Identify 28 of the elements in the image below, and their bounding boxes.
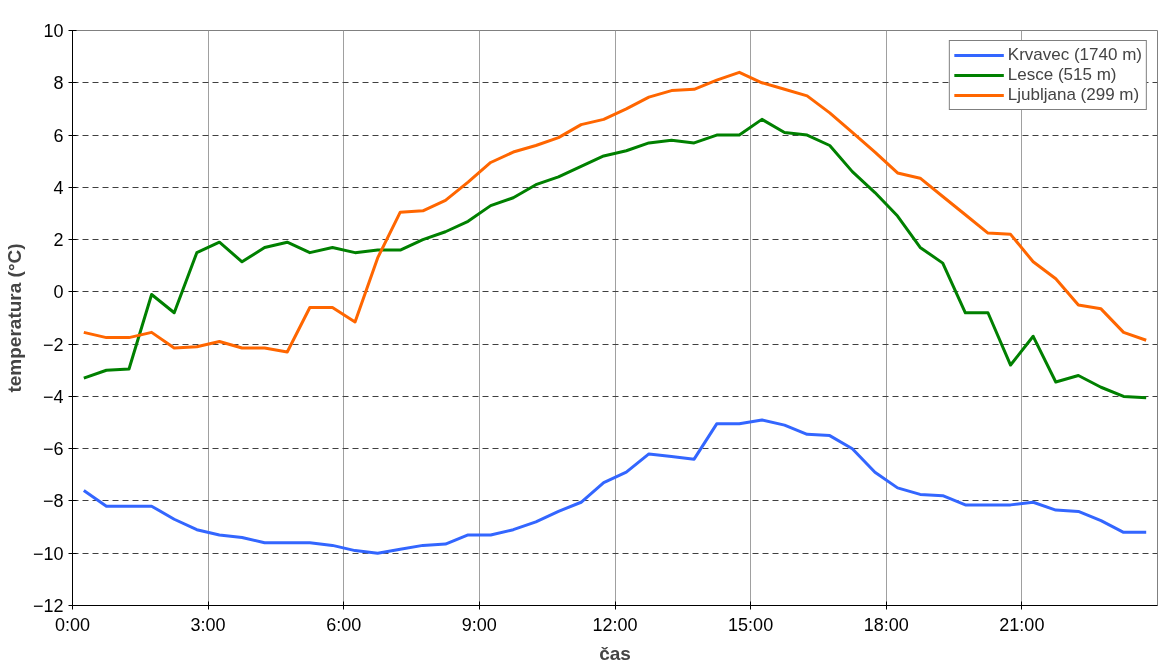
x-tick-label: 6:00 (326, 614, 362, 635)
y-tick-label: −6 (42, 439, 64, 460)
y-tick-label: 2 (53, 230, 64, 251)
y-tick-label: 10 (43, 21, 64, 41)
line-series (82, 117, 1148, 400)
y-tick-label: 8 (53, 73, 64, 94)
legend-label: Lesce (515 m) (1007, 65, 1117, 85)
y-tick-label: 0 (53, 282, 64, 303)
y-tick-label: −10 (32, 543, 64, 564)
legend-label: Ljubljana (299 m) (1007, 85, 1140, 105)
x-axis-title: čas (599, 642, 631, 664)
line-series (82, 418, 1148, 555)
legend-label: Krvavec (1740 m) (1007, 45, 1142, 65)
y-tick-label: −4 (42, 386, 64, 407)
y-tick-label: 6 (53, 125, 64, 146)
x-tick-label: 3:00 (190, 614, 226, 635)
x-tick-label: 15:00 (728, 614, 774, 635)
x-tick-label: 12:00 (592, 614, 638, 635)
y-axis-title: temperatura (°C) (3, 243, 25, 393)
x-tick-label: 21:00 (999, 614, 1045, 635)
x-tick-label: 9:00 (461, 614, 497, 635)
x-tick-label: 18:00 (863, 614, 909, 635)
x-tick-label: 0:00 (54, 614, 91, 635)
y-tick-label: −12 (32, 596, 64, 616)
y-tick-label: 4 (53, 177, 64, 198)
line-series (82, 70, 1148, 354)
y-tick-label: −2 (42, 334, 64, 355)
y-tick-label: −8 (42, 491, 64, 512)
